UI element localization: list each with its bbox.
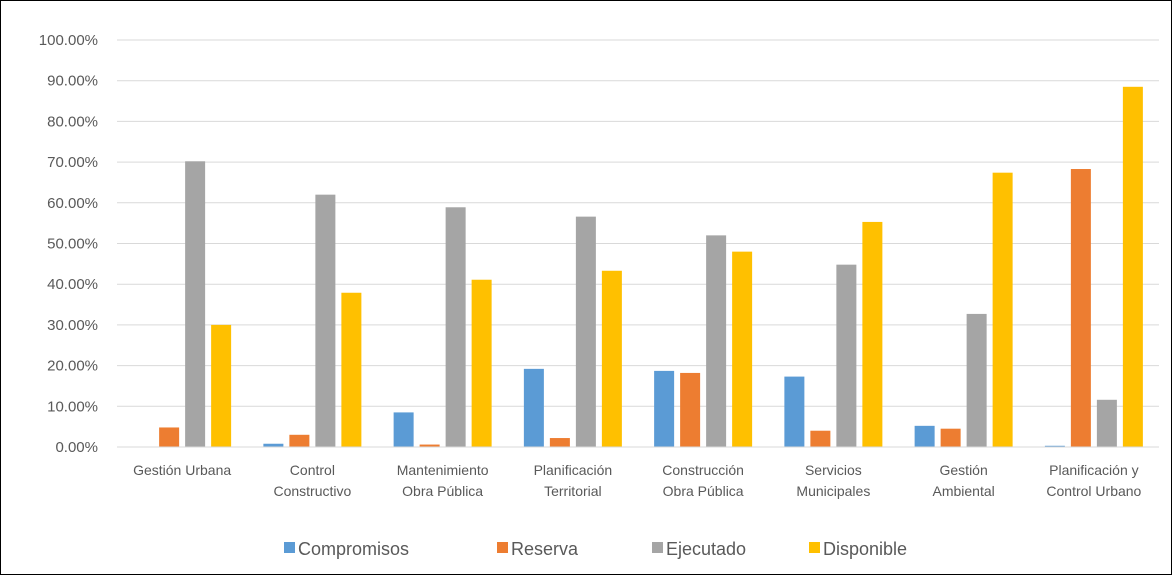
bar-reserva [550,438,570,447]
y-tick-label: 0.00% [55,439,98,456]
legend-swatch-compromisos [284,542,295,553]
y-tick-label: 80.00% [47,113,98,130]
legend-swatch-reserva [497,542,508,553]
legend: Compromisos Reserva Ejecutado Disponible [284,539,907,559]
y-tick-label: 30.00% [47,317,98,334]
bar-reserva [810,431,830,447]
y-tick-label: 60.00% [47,195,98,212]
y-axis: 0.00% 10.00% 20.00% 30.00% 40.00% 50.00% 60.00… [39,32,98,456]
legend-label-compromisos: Compromisos [298,539,409,559]
y-tick-label: 70.00% [47,154,98,171]
x-tick-label: Control [290,462,335,478]
y-tick-label: 20.00% [47,358,98,375]
x-tick-label: Control Urbano [1046,483,1141,499]
bar-reserva [680,373,700,447]
bar-disponible [602,271,622,447]
bar-ejecutado [185,161,205,447]
legend-label-reserva: Reserva [511,539,579,559]
x-tick-label: Mantenimiento [397,462,489,478]
x-tick-label: Construcción [662,462,744,478]
x-tick-label: Constructivo [273,483,351,499]
legend-swatch-ejecutado [652,542,663,553]
x-tick-label: Gestión [940,462,988,478]
x-tick-label: Obra Pública [663,483,744,499]
bar-compromisos [394,412,414,447]
legend-swatch-disponible [809,542,820,553]
bar-disponible [211,325,231,447]
bar-ejecutado [315,195,335,447]
bars [159,87,1143,447]
x-tick-label: Municipales [796,483,870,499]
bar-ejecutado [967,314,987,447]
x-tick-label: Servicios [805,462,862,478]
bar-reserva [941,429,961,447]
bar-reserva [289,435,309,447]
bar-disponible [341,293,361,447]
x-tick-label: Ambiental [932,483,994,499]
x-tick-label: Gestión Urbana [133,462,231,478]
bar-disponible [862,222,882,447]
bar-ejecutado [446,207,466,447]
bar-compromisos [524,369,544,447]
x-tick-label: Obra Pública [402,483,483,499]
y-tick-label: 40.00% [47,276,98,293]
bar-reserva [1071,169,1091,447]
bar-reserva [159,427,179,447]
y-tick-label: 10.00% [47,398,98,415]
bar-disponible [472,280,492,447]
y-tick-label: 100.00% [39,32,98,49]
bar-ejecutado [836,265,856,447]
x-tick-label: Territorial [544,483,602,499]
y-tick-label: 90.00% [47,73,98,90]
y-tick-label: 50.00% [47,236,98,253]
bar-disponible [1123,87,1143,447]
bar-ejecutado [706,235,726,447]
bar-compromisos [915,426,935,447]
bar-disponible [993,173,1013,447]
bar-compromisos [784,377,804,447]
bar-disponible [732,252,752,447]
x-tick-label: Planificación y [1049,462,1139,478]
legend-label-disponible: Disponible [823,539,907,559]
x-tick-label: Planificación [534,462,613,478]
x-axis: Gestión Urbana Control Constructivo Manteni… [117,447,1159,499]
bar-ejecutado [1097,400,1117,447]
bar-ejecutado [576,217,596,447]
bar-compromisos [654,371,674,447]
legend-label-ejecutado: Ejecutado [666,539,746,559]
